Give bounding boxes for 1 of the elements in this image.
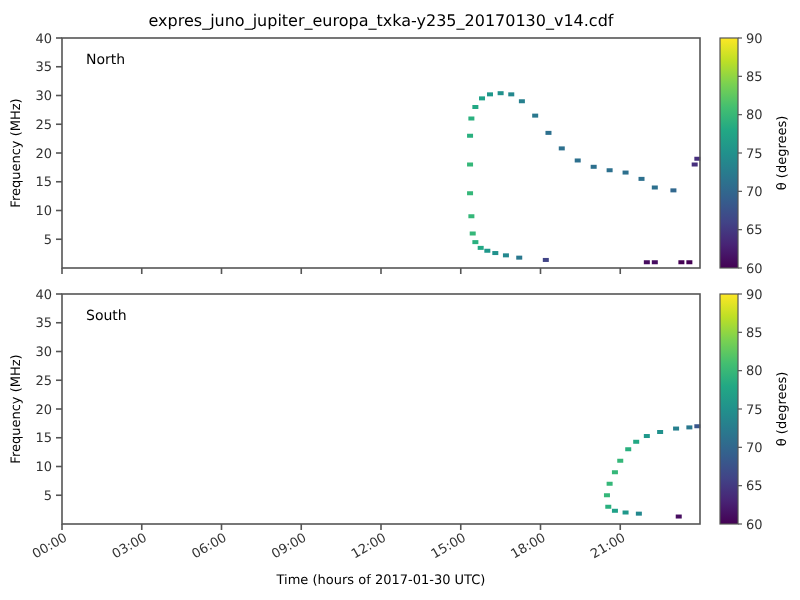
chart-title: expres_juno_jupiter_europa_txka-y235_20170130_v14.cdf <box>148 12 614 30</box>
